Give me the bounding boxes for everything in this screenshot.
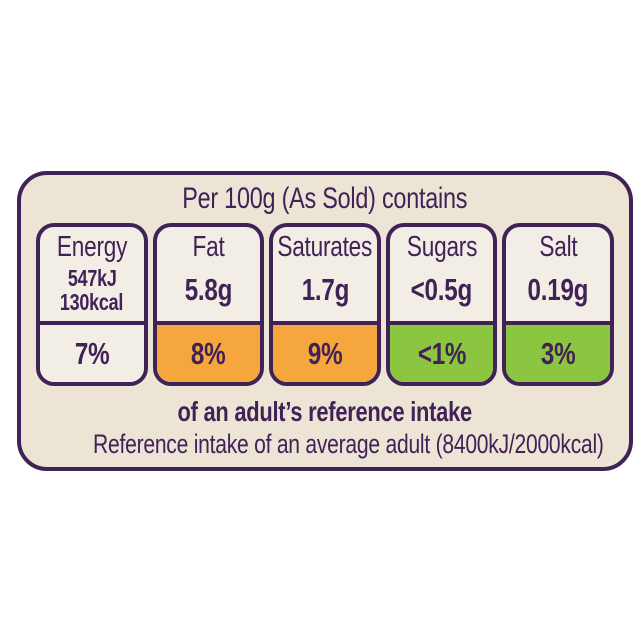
cell-saturates: Saturates 1.7g 9% (269, 223, 381, 386)
nutrient-value-kj: 547kJ (67, 264, 117, 291)
nutrient-value-wrap: 5.8g (178, 262, 239, 321)
nutrient-value: 1.7g (301, 272, 349, 308)
cell-fat: Fat 5.8g 8% (152, 223, 265, 386)
nutrient-name: Salt (539, 231, 578, 263)
nutrient-value-wrap: 0.19g (519, 262, 597, 321)
cell-salt: Salt 0.19g 3% (502, 223, 614, 386)
nutrient-name: Fat (192, 231, 225, 263)
nutrient-percent: 8% (156, 325, 261, 382)
cell-saturates-top: Saturates 1.7g (273, 227, 377, 325)
cell-energy: Energy 547kJ 130kcal 7% (36, 223, 148, 386)
nutrient-cells: Energy 547kJ 130kcal 7% Fat 5.8g 8% (36, 223, 614, 386)
nutrient-value-wrap: 1.7g (295, 262, 356, 321)
nutrient-value: 5.8g (184, 272, 233, 308)
nutrient-percent: 3% (506, 325, 610, 382)
nutrient-name: Sugars (406, 231, 477, 263)
nutrient-value: 0.19g (527, 272, 589, 308)
nutrient-value-wrap: <0.5g (402, 262, 481, 321)
cell-energy-top: Energy 547kJ 130kcal (40, 227, 144, 325)
nutrient-percent: 7% (40, 325, 144, 382)
nutrient-value-kcal: 130kcal (60, 288, 124, 315)
nutrient-name: Energy (56, 231, 128, 263)
label-title: Per 100g (As Sold) contains (182, 182, 468, 215)
cell-salt-top: Salt 0.19g (506, 227, 610, 325)
cell-sugars-top: Sugars <0.5g (389, 227, 494, 325)
nutrient-value-wrap: 547kJ 130kcal (51, 262, 132, 321)
cell-sugars: Sugars <0.5g <1% (385, 223, 498, 386)
nutrition-label-panel: Per 100g (As Sold) contains Energy 547kJ… (17, 171, 633, 471)
nutrient-value: <0.5g (410, 272, 473, 308)
cell-fat-top: Fat 5.8g (156, 227, 261, 325)
reference-intake-note: Reference intake of an average adult (84… (93, 429, 604, 459)
nutrient-percent: <1% (389, 325, 494, 382)
nutrient-percent: 9% (273, 325, 377, 382)
label-title-row: Per 100g (As Sold) contains (21, 175, 629, 223)
nutrient-name: Saturates (277, 231, 373, 263)
reference-intake-caption: of an adult’s reference intake (177, 396, 473, 427)
